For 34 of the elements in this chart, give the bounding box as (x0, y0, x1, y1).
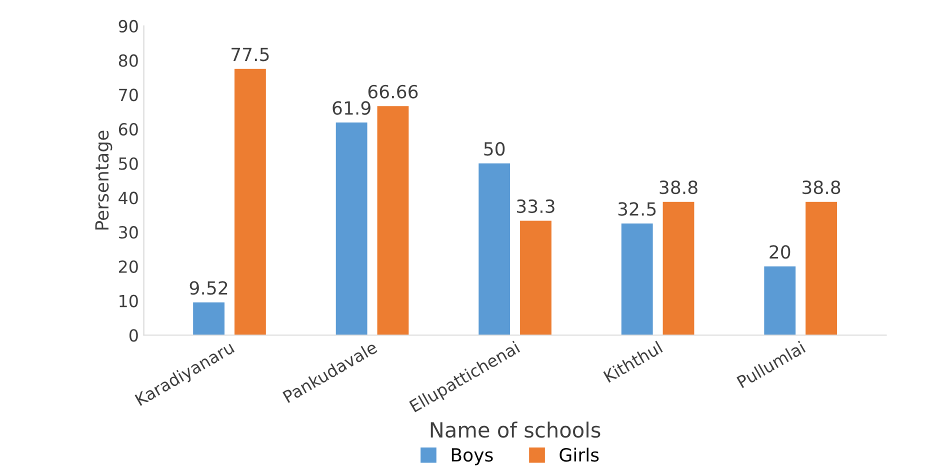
data-label: 32.5 (618, 202, 656, 216)
y-tick-label: 30 (119, 226, 138, 239)
bar (764, 266, 796, 336)
bar (520, 220, 552, 336)
data-label: 20 (770, 245, 790, 259)
bar (234, 68, 266, 336)
data-label: 61.9 (332, 101, 370, 115)
x-axis-title: Name of schools (430, 422, 600, 438)
data-label: 38.8 (660, 180, 698, 194)
bar (377, 106, 409, 336)
y-axis-title: Persentage (95, 130, 112, 230)
y-tick-label: 50 (119, 157, 138, 170)
y-tick-label: 40 (118, 192, 138, 204)
y-tick-label: 60 (118, 122, 138, 136)
bar (621, 223, 653, 336)
data-label: 50 (484, 142, 505, 156)
data-label: 33.3 (517, 199, 554, 214)
y-tick-label: 10 (120, 294, 138, 308)
bar (478, 163, 510, 336)
data-label: 77.5 (232, 48, 269, 62)
y-tick-label: 90 (118, 20, 138, 33)
bar (806, 202, 837, 336)
bar (662, 202, 694, 336)
bar (193, 302, 225, 336)
legend-label: Boys (452, 448, 493, 466)
legend-label: Girls (560, 448, 599, 462)
bar (336, 122, 368, 336)
data-label: 9.52 (190, 281, 228, 295)
y-tick-label: 20 (118, 260, 138, 273)
y-tick-label: 80 (118, 54, 138, 67)
data-label: 66.66 (368, 84, 418, 98)
data-label: 38.8 (802, 180, 840, 194)
y-tick-label: 70 (119, 88, 138, 102)
y-tick-label: 0 (129, 329, 138, 342)
